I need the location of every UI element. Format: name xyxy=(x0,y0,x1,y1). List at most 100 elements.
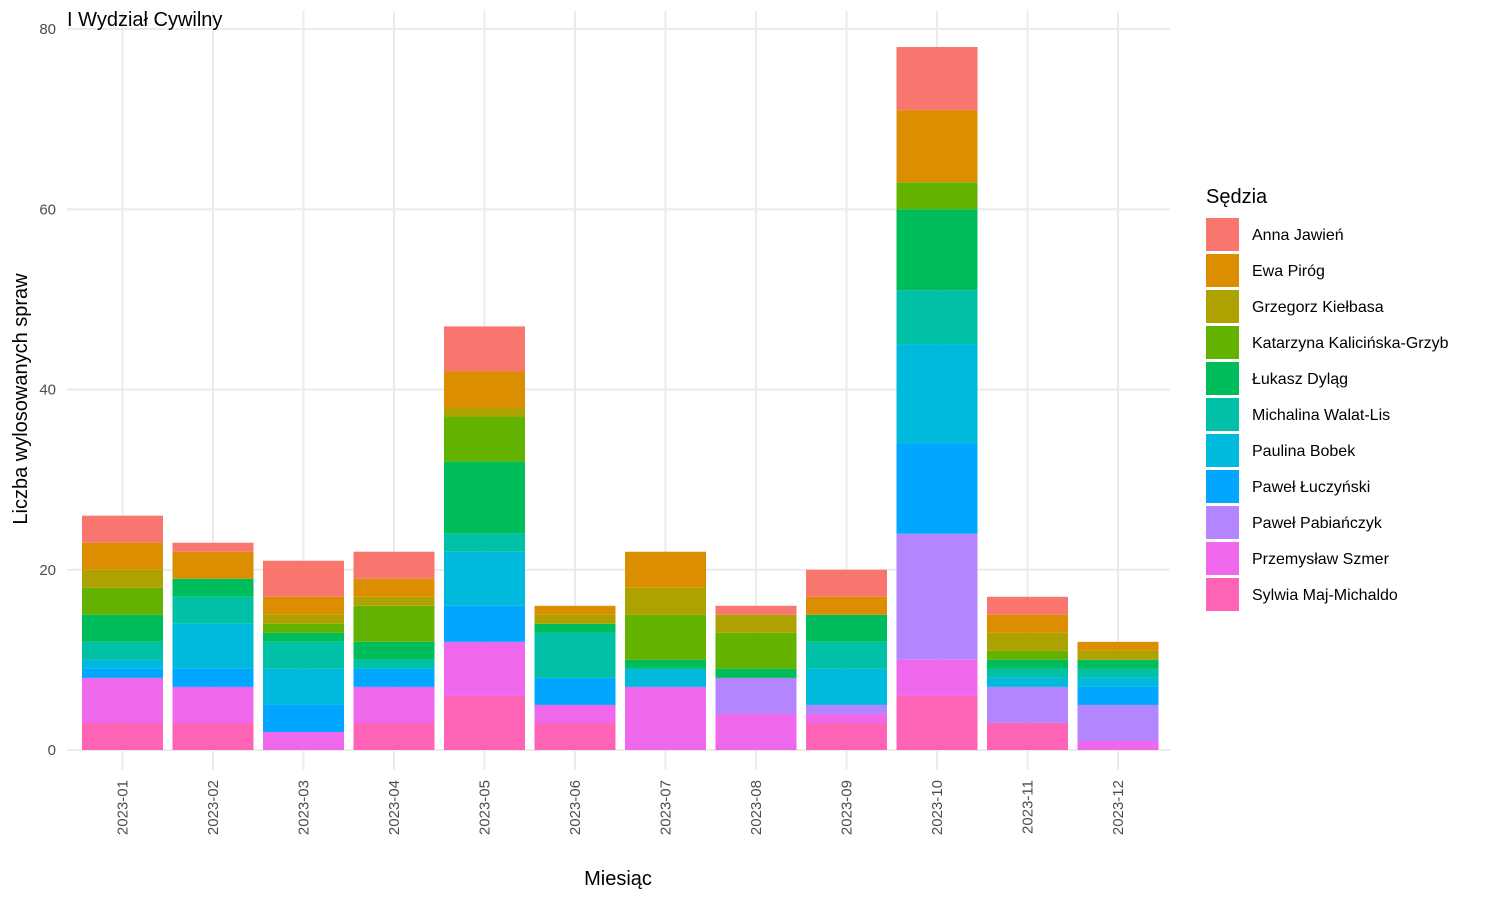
bar-segment xyxy=(353,686,435,723)
x-tick-label: 2023-10 xyxy=(929,780,946,835)
legend: Sędzia Anna Jawień Ewa Piróg Grzegorz Kieł… xyxy=(1206,186,1449,611)
bar-segment xyxy=(263,614,344,624)
bar-segment xyxy=(1077,650,1159,660)
bar-segment xyxy=(534,623,616,633)
bar-segment xyxy=(896,659,978,696)
bar-segment xyxy=(534,605,616,615)
bar-segment xyxy=(263,731,344,750)
x-tick-label: 2023-05 xyxy=(477,780,494,835)
bar-segment xyxy=(172,578,254,597)
bar-segment xyxy=(806,596,887,615)
bar-segment xyxy=(715,614,797,633)
x-tick-label: 2023-09 xyxy=(839,780,856,835)
bar-segment xyxy=(715,668,797,678)
legend-swatch xyxy=(1206,506,1239,539)
bar-segment xyxy=(625,686,706,750)
bar-segment xyxy=(625,614,706,660)
legend-swatch xyxy=(1206,578,1239,611)
bar-segment xyxy=(625,668,706,687)
y-tick-label: 80 xyxy=(39,21,56,38)
x-axis-title: Miesiąc xyxy=(584,868,652,890)
bar-segment xyxy=(987,722,1068,750)
bar-segment xyxy=(172,668,254,687)
bar-segment xyxy=(715,677,797,714)
x-tick-label: 2023-06 xyxy=(567,780,584,835)
bar-segment xyxy=(353,578,435,597)
bar-segment xyxy=(263,596,344,615)
bar-segment xyxy=(353,722,435,750)
bar-segment xyxy=(806,614,887,642)
bar-segment xyxy=(806,569,887,597)
legend-swatch xyxy=(1206,398,1239,431)
legend-swatch xyxy=(1206,434,1239,467)
legend-label: Katarzyna Kalicińska-Grzyb xyxy=(1252,335,1449,352)
bar-segment xyxy=(534,632,616,678)
x-axis-ticks: 2023-01 2023-02 2023-03 2023-04 2023-05 2023-… xyxy=(115,780,1128,835)
bar-segment xyxy=(172,542,254,552)
bar-segment xyxy=(82,614,163,642)
bar-segment xyxy=(263,632,344,642)
legend-swatch xyxy=(1206,218,1239,251)
bar-segment xyxy=(444,695,525,750)
bar-segment xyxy=(82,677,163,723)
legend-label: Przemysław Szmer xyxy=(1252,551,1390,568)
bar-segment xyxy=(1077,686,1159,705)
x-tick-label: 2023-11 xyxy=(1020,780,1037,834)
legend-label: Paulina Bobek xyxy=(1252,443,1356,460)
y-axis-title: Liczba wylosowanych spraw xyxy=(10,273,32,525)
legend-label: Ewa Piróg xyxy=(1252,263,1325,280)
bar-segment xyxy=(1077,641,1159,651)
bar-segment xyxy=(625,551,706,588)
bar-segment xyxy=(444,416,525,462)
legend-title: Sędzia xyxy=(1206,186,1268,208)
bar-segment xyxy=(1077,659,1159,669)
bar-segment xyxy=(444,641,525,696)
legend-label: Paweł Łuczyński xyxy=(1252,479,1370,496)
bar-segment xyxy=(444,371,525,408)
bar-segment xyxy=(987,632,1068,651)
bar-segment xyxy=(715,605,797,615)
bar-segment xyxy=(444,605,525,642)
bar-segment xyxy=(172,551,254,579)
legend-swatch xyxy=(1206,254,1239,287)
bar-segment xyxy=(987,650,1068,660)
legend-label: Anna Jawień xyxy=(1252,227,1344,244)
bar-segment xyxy=(896,110,978,183)
bar-segment xyxy=(534,677,616,705)
bar-segment xyxy=(82,659,163,669)
y-tick-label: 0 xyxy=(48,742,56,759)
y-tick-label: 20 xyxy=(39,562,56,579)
legend-label: Łukasz Dyląg xyxy=(1252,371,1348,388)
bar-segment xyxy=(82,587,163,615)
x-tick-label: 2023-12 xyxy=(1110,780,1127,835)
bar-segment xyxy=(896,533,978,660)
bar-segment xyxy=(987,659,1068,669)
bar-segment xyxy=(896,47,978,111)
bar-segment xyxy=(82,668,163,678)
bar-segment xyxy=(806,668,887,705)
bar-segment xyxy=(444,551,525,606)
bar-segment xyxy=(896,209,978,291)
legend-swatch xyxy=(1206,290,1239,323)
legend-items: Anna Jawień Ewa Piróg Grzegorz Kiełbasa Kat… xyxy=(1206,218,1449,611)
bar-segment xyxy=(172,596,254,624)
x-tick-label: 2023-02 xyxy=(205,780,222,835)
bar-segment xyxy=(82,641,163,660)
bar-segment xyxy=(1077,677,1159,687)
bar-segment xyxy=(896,443,978,534)
bar-segment xyxy=(353,668,435,687)
legend-swatch xyxy=(1206,542,1239,575)
bar-segment xyxy=(444,461,525,534)
bars xyxy=(82,47,1159,750)
bar-segment xyxy=(625,659,706,669)
bar-segment xyxy=(534,704,616,723)
legend-label: Grzegorz Kiełbasa xyxy=(1252,299,1384,316)
x-tick-label: 2023-04 xyxy=(386,780,403,835)
bar-segment xyxy=(263,704,344,732)
y-tick-label: 60 xyxy=(39,201,56,218)
y-tick-label: 40 xyxy=(39,382,56,399)
bar-segment xyxy=(806,704,887,714)
bar-segment xyxy=(82,515,163,543)
bar-segment xyxy=(172,686,254,723)
